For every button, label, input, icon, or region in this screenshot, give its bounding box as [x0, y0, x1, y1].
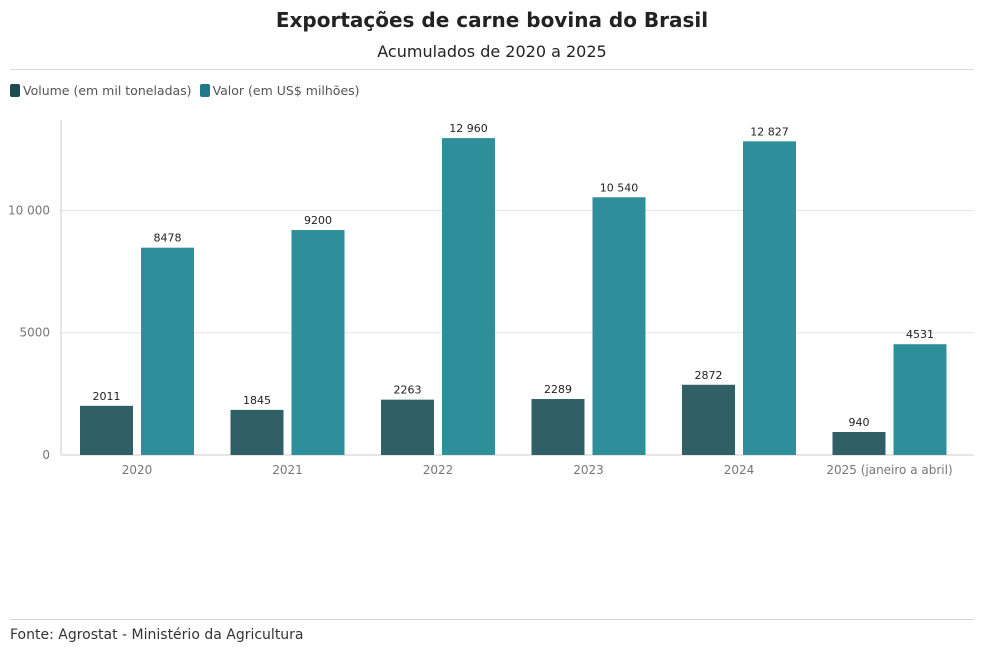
bar-valor: [592, 197, 646, 455]
x-tick-label: 2023: [573, 463, 604, 477]
data-label-valor: 9200: [304, 214, 332, 227]
bar-valor: [141, 247, 194, 455]
bar-volume: [80, 405, 133, 455]
legend-swatch-valor: [199, 84, 210, 97]
chart-title: Exportações de carne bovina do Brasil: [275, 8, 709, 32]
data-label-volume: 2872: [695, 369, 723, 382]
bar-valor: [291, 230, 345, 455]
header-divider: [10, 69, 974, 70]
data-label-volume: 940: [849, 416, 870, 429]
data-label-volume: 2011: [93, 390, 121, 403]
x-tick-label: 2024: [724, 463, 755, 477]
bar-volume: [230, 409, 284, 455]
data-label-valor: 8478: [154, 232, 182, 245]
footer-divider: [10, 619, 974, 620]
legend-item-volume[interactable]: Volume (em mil toneladas): [10, 83, 192, 98]
bar-volume: [531, 399, 585, 455]
x-tick-label: 2022: [423, 463, 454, 477]
legend-swatch-volume: [10, 84, 20, 97]
legend-label-volume: Volume (em mil toneladas): [23, 83, 192, 98]
x-tick-label: 2021: [272, 463, 303, 477]
legend: Volume (em mil toneladas) Valor (em US$ …: [10, 83, 360, 98]
bar-valor: [743, 141, 796, 455]
legend-label-valor: Valor (em US$ milhões): [212, 83, 360, 98]
legend-item-valor[interactable]: Valor (em US$ milhões): [199, 83, 360, 98]
bar-chart: 0 5000 10 000 2011 8478 2020 1845 9200 2021 2263 1…: [8, 120, 974, 477]
bar-valor: [442, 138, 495, 455]
chart-subtitle: Acumulados de 2020 a 2025: [377, 42, 607, 61]
y-tick-label: 5000: [19, 326, 50, 340]
x-tick-label: 2020: [122, 463, 153, 477]
data-label-volume: 2289: [544, 383, 572, 396]
data-label-valor: 4531: [906, 328, 934, 341]
data-label-valor: 10 540: [600, 181, 639, 194]
y-tick-label: 10 000: [8, 203, 50, 217]
bar-volume: [682, 384, 735, 455]
y-tick-label: 0: [42, 448, 50, 462]
data-label-valor: 12 827: [750, 125, 789, 138]
data-label-volume: 1845: [243, 394, 271, 407]
data-label-valor: 12 960: [449, 122, 488, 135]
source-note: Fonte: Agrostat - Ministério da Agricult…: [10, 627, 304, 643]
data-label-volume: 2263: [394, 384, 422, 397]
bar-valor: [893, 344, 947, 455]
bar-volume: [381, 399, 434, 455]
bar-volume: [832, 432, 886, 455]
x-tick-label: 2025 (janeiro a abril): [826, 463, 952, 477]
